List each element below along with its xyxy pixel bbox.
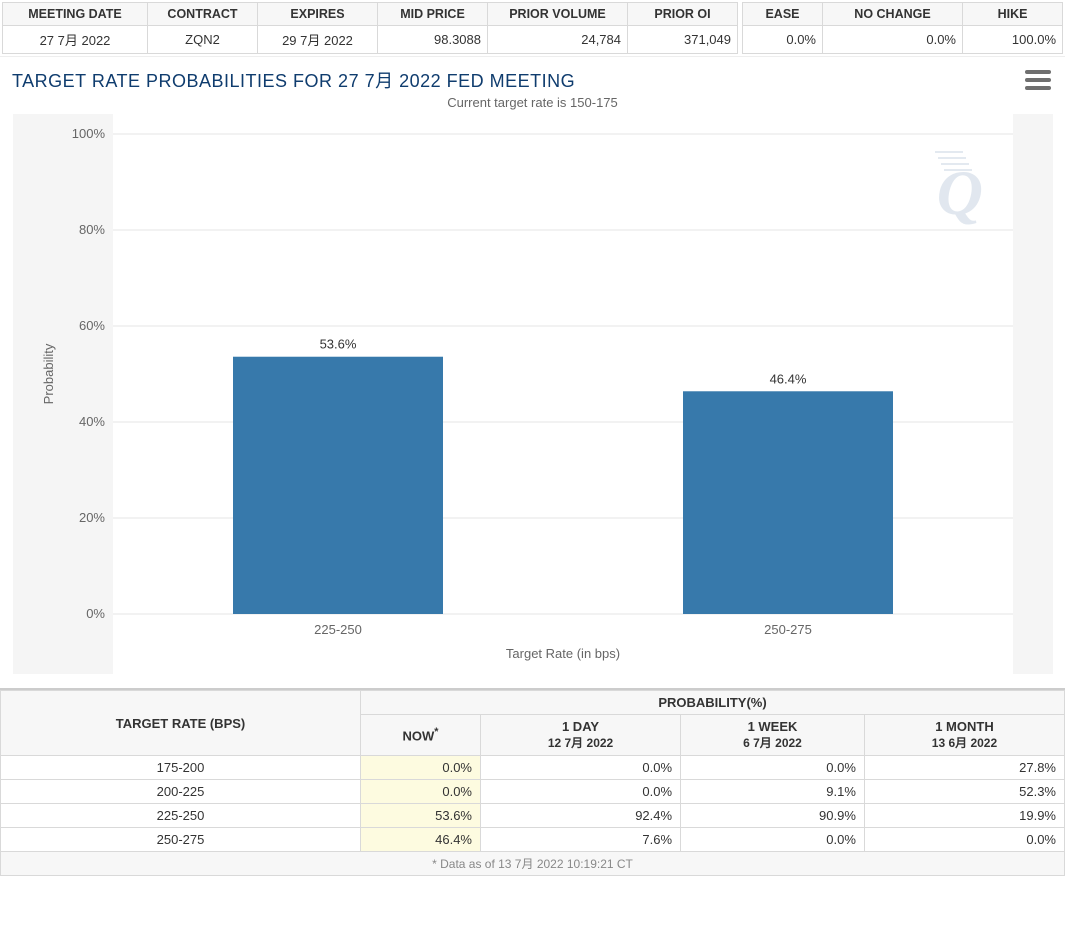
cell-probability: 92.4% (481, 804, 681, 828)
svg-text:80%: 80% (78, 222, 104, 237)
cell-probability: 27.8% (864, 756, 1064, 780)
th-expires: EXPIRES (258, 3, 378, 26)
probability-table-panel: TARGET RATE (BPS) PROBABILITY(%) NOW*1 D… (0, 688, 1065, 876)
cell-mid-price: 98.3088 (378, 26, 488, 54)
th-contract: CONTRACT (148, 3, 258, 26)
chart-subtitle: Current target rate is 150-175 (8, 95, 1057, 110)
cell-probability: 90.9% (681, 804, 865, 828)
th-period: 1 DAY12 7月 2022 (481, 715, 681, 756)
th-ease: EASE (743, 3, 823, 26)
cell-target-rate: 225-250 (1, 804, 361, 828)
th-hike: HIKE (963, 3, 1063, 26)
svg-text:Target Rate (in bps): Target Rate (in bps) (505, 646, 619, 661)
svg-text:100%: 100% (71, 126, 105, 141)
svg-text:0%: 0% (86, 606, 105, 621)
svg-text:60%: 60% (78, 318, 104, 333)
cell-no-change: 0.0% (823, 26, 963, 54)
chart-menu-icon[interactable] (1025, 69, 1051, 91)
th-target-rate: TARGET RATE (BPS) (1, 691, 361, 756)
th-probability: PROBABILITY(%) (361, 691, 1065, 715)
cell-meeting-date: 27 7月 2022 (3, 26, 148, 54)
chart-panel: TARGET RATE PROBABILITIES FOR 27 7月 2022… (0, 56, 1065, 682)
probability-table: TARGET RATE (BPS) PROBABILITY(%) NOW*1 D… (0, 690, 1065, 852)
th-period: NOW* (361, 715, 481, 756)
cell-target-rate: 200-225 (1, 780, 361, 804)
th-no-change: NO CHANGE (823, 3, 963, 26)
table-footnote: * Data as of 13 7月 2022 10:19:21 CT (0, 852, 1065, 876)
cell-probability: 0.0% (361, 756, 481, 780)
cell-probability: 9.1% (681, 780, 865, 804)
svg-text:53.6%: 53.6% (319, 337, 356, 352)
svg-text:Q: Q (936, 157, 982, 228)
cell-probability: 19.9% (864, 804, 1064, 828)
cell-probability: 0.0% (864, 828, 1064, 852)
th-period: 1 WEEK6 7月 2022 (681, 715, 865, 756)
cell-expires: 29 7月 2022 (258, 26, 378, 54)
th-prior-volume: PRIOR VOLUME (488, 3, 628, 26)
th-mid-price: MID PRICE (378, 3, 488, 26)
probability-bar-chart: 0% 20% 40% 60% 80% 100% Q 53.6% 225-250 46.4% 250-… (13, 114, 1053, 674)
summary-header: MEETING DATE CONTRACT EXPIRES MID PRICE … (0, 0, 1065, 56)
th-period: 1 MONTH13 6月 2022 (864, 715, 1064, 756)
cell-prior-volume: 24,784 (488, 26, 628, 54)
cell-probability: 0.0% (681, 828, 865, 852)
cell-target-rate: 250-275 (1, 828, 361, 852)
table-row: 225-25053.6%92.4%90.9%19.9% (1, 804, 1065, 828)
cell-probability: 7.6% (481, 828, 681, 852)
svg-text:250-275: 250-275 (764, 622, 812, 637)
table-row: 200-2250.0%0.0%9.1%52.3% (1, 780, 1065, 804)
svg-text:20%: 20% (78, 510, 104, 525)
svg-text:40%: 40% (78, 414, 104, 429)
cell-ease: 0.0% (743, 26, 823, 54)
th-meeting-date: MEETING DATE (3, 3, 148, 26)
cell-hike: 100.0% (963, 26, 1063, 54)
cell-probability: 46.4% (361, 828, 481, 852)
table-row: 175-2000.0%0.0%0.0%27.8% (1, 756, 1065, 780)
cell-probability: 0.0% (481, 756, 681, 780)
th-prior-oi: PRIOR OI (628, 3, 738, 26)
chart-title: TARGET RATE PROBABILITIES FOR 27 7月 2022… (8, 61, 1057, 95)
cell-probability: 53.6% (361, 804, 481, 828)
table-row: 250-27546.4%7.6%0.0%0.0% (1, 828, 1065, 852)
cell-target-rate: 175-200 (1, 756, 361, 780)
svg-text:46.4%: 46.4% (769, 371, 806, 386)
direction-summary-table: EASE NO CHANGE HIKE 0.0% 0.0% 100.0% (742, 2, 1063, 54)
table-row: 27 7月 2022 ZQN2 29 7月 2022 98.3088 24,78… (3, 26, 738, 54)
cell-probability: 52.3% (864, 780, 1064, 804)
cell-probability: 0.0% (361, 780, 481, 804)
cell-prior-oi: 371,049 (628, 26, 738, 54)
table-row: 0.0% 0.0% 100.0% (743, 26, 1063, 54)
cell-probability: 0.0% (681, 756, 865, 780)
cell-probability: 0.0% (481, 780, 681, 804)
svg-text:Probability: Probability (41, 343, 56, 404)
cell-contract: ZQN2 (148, 26, 258, 54)
contract-summary-table: MEETING DATE CONTRACT EXPIRES MID PRICE … (2, 2, 738, 54)
svg-text:225-250: 225-250 (314, 622, 362, 637)
